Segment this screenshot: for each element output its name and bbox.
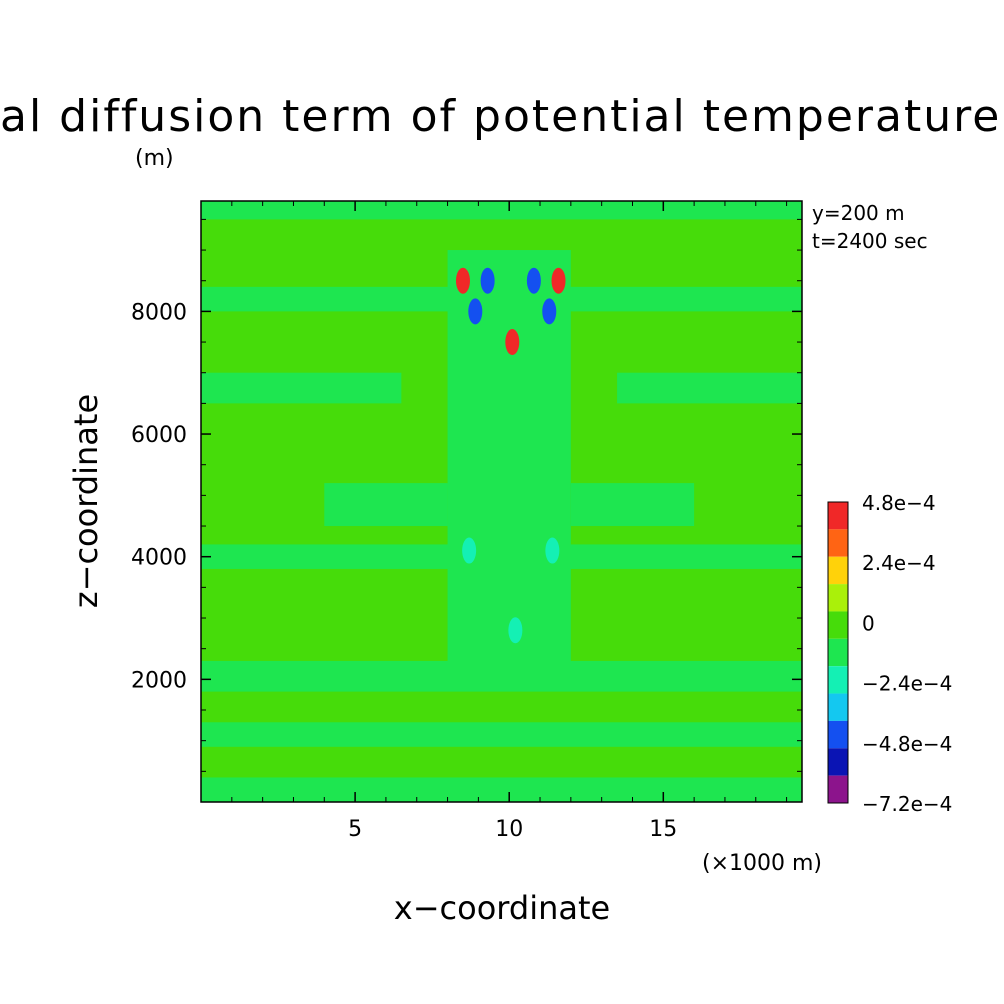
colorbar-swatch (828, 666, 848, 694)
chart-title: al diffusion term of potential temperatu… (0, 91, 1004, 142)
contour-band (570, 483, 695, 527)
colorbar-swatch (828, 584, 848, 612)
plot-frame (200, 200, 803, 803)
y-tick-label: 8000 (131, 300, 187, 325)
colorbar-label: −2.4e−4 (862, 672, 952, 696)
colorbar-swatch (828, 611, 848, 639)
y-axis-label: z−coordinate (67, 394, 105, 608)
contour-feature (505, 329, 520, 356)
x-tick-label: 5 (348, 817, 362, 842)
contour-feature (508, 617, 523, 644)
colorbar-label: 4.8e−4 (862, 491, 936, 515)
colorbar-swatch (828, 638, 848, 667)
colorbar-swatch (828, 748, 848, 776)
colorbar-label: −4.8e−4 (862, 732, 952, 756)
colorbar-swatch (828, 693, 848, 721)
annotation-y: y=200 m (812, 201, 905, 225)
x-axis-unit: (×1000 m) (702, 851, 822, 876)
colorbar-swatch (828, 556, 848, 585)
contour-field (201, 201, 802, 802)
x-axis-label: x−coordinate (394, 889, 610, 927)
colorbar-swatch (828, 720, 848, 749)
contour-feature (545, 537, 560, 564)
y-axis: 2000 4000 6000 8000 (131, 218, 802, 772)
contour-feature (462, 537, 477, 564)
colorbar-label: 2.4e−4 (862, 551, 936, 575)
y-axis-unit: (m) (135, 146, 174, 171)
y-tick-label: 6000 (131, 423, 187, 448)
colorbar-swatch (828, 529, 848, 557)
colorbar-label: −7.2e−4 (862, 792, 952, 816)
x-tick-label: 15 (649, 817, 677, 842)
contour-band (201, 372, 402, 404)
contour-feature (480, 267, 495, 294)
colorbar-frame (827, 501, 849, 804)
contour-feature (551, 267, 566, 294)
colorbar-label: 0 (862, 611, 875, 635)
contour-band (617, 372, 802, 404)
contour-band (324, 483, 448, 527)
y-tick-label: 2000 (131, 668, 187, 693)
contour-feature (542, 298, 557, 325)
colorbar-swatch (828, 502, 848, 530)
contour-band (201, 722, 802, 747)
contour-feature (526, 267, 541, 294)
contour-band (201, 777, 802, 802)
annotation-t: t=2400 sec (812, 229, 928, 253)
contour-feature (455, 267, 470, 294)
colorbar: 4.8e−4 2.4e−4 0 −2.4e−4 −4.8e−4 −7.2e−4 (827, 491, 952, 816)
x-tick-label: 10 (495, 817, 523, 842)
contour-feature (468, 298, 483, 325)
x-axis: 5 10 15 (231, 201, 788, 842)
contour-band (201, 201, 802, 220)
colorbar-swatch (828, 775, 848, 803)
y-tick-label: 4000 (131, 546, 187, 571)
